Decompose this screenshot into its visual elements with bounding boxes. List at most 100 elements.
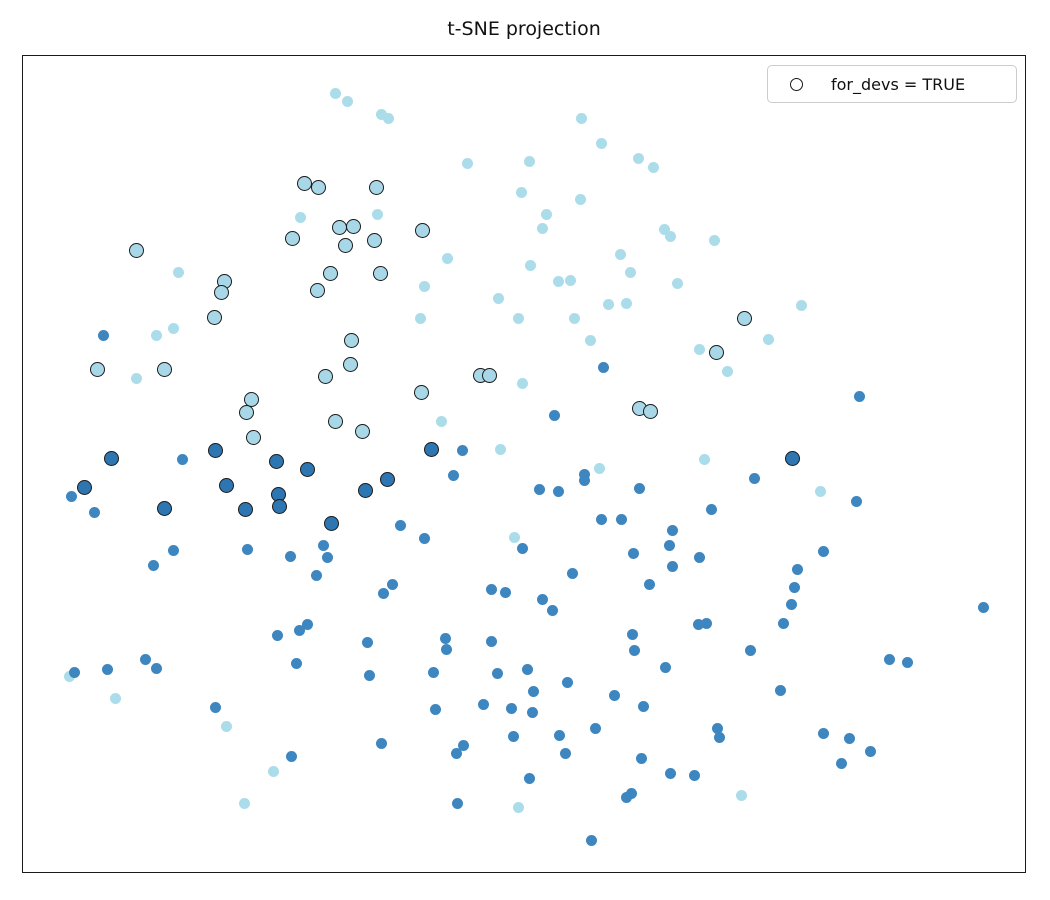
scatter-point-cluster-darkblue xyxy=(429,703,441,715)
scatter-point-for-devs-true-lightblue xyxy=(343,332,359,348)
scatter-point-cluster-lightblue xyxy=(441,252,453,264)
scatter-point-cluster-lightblue xyxy=(238,797,250,809)
scatter-point-cluster-lightblue xyxy=(63,670,75,682)
scatter-point-cluster-darkblue xyxy=(627,547,639,559)
scatter-point-cluster-darkblue xyxy=(637,700,649,712)
scatter-point-for-devs-true-darkblue xyxy=(207,442,223,458)
scatter-point-for-devs-true-lightblue xyxy=(413,384,429,400)
scatter-point-cluster-lightblue xyxy=(375,108,387,120)
scatter-point-cluster-darkblue xyxy=(561,676,573,688)
scatter-point-for-devs-true-darkblue xyxy=(379,471,395,487)
legend-label: for_devs = TRUE xyxy=(831,74,966,94)
scatter-point-cluster-darkblue xyxy=(835,757,847,769)
scatter-point-for-devs-true-darkblue xyxy=(784,450,800,466)
scatter-point-for-devs-true-lightblue xyxy=(322,265,338,281)
scatter-point-cluster-lightblue xyxy=(540,208,552,220)
scatter-point-cluster-darkblue xyxy=(507,730,519,742)
scatter-point-cluster-darkblue xyxy=(533,483,545,495)
scatter-point-cluster-darkblue xyxy=(485,635,497,647)
scatter-point-cluster-darkblue xyxy=(97,329,109,341)
scatter-point-for-devs-true-lightblue xyxy=(372,265,388,281)
scatter-point-cluster-darkblue xyxy=(447,469,459,481)
scatter-point-cluster-darkblue xyxy=(817,727,829,739)
scatter-point-for-devs-true-lightblue xyxy=(342,356,358,372)
scatter-point-cluster-darkblue xyxy=(209,701,221,713)
scatter-point-for-devs-true-lightblue xyxy=(337,237,353,253)
scatter-point-for-devs-true-lightblue xyxy=(213,284,229,300)
scatter-point-cluster-darkblue xyxy=(418,532,430,544)
scatter-point-for-devs-true-lightblue xyxy=(368,179,384,195)
scatter-point-cluster-darkblue xyxy=(843,732,855,744)
scatter-point-for-devs-true-lightblue xyxy=(156,361,172,377)
scatter-point-for-devs-true-darkblue xyxy=(76,479,92,495)
scatter-point-cluster-lightblue xyxy=(762,333,774,345)
scatter-point-cluster-lightblue xyxy=(698,453,710,465)
scatter-point-cluster-lightblue xyxy=(494,443,506,455)
scatter-point-cluster-darkblue xyxy=(150,662,162,674)
scatter-point-cluster-darkblue xyxy=(505,702,517,714)
scatter-point-for-devs-true-lightblue xyxy=(331,219,347,235)
scatter-point-cluster-lightblue xyxy=(620,297,632,309)
scatter-point-cluster-lightblue xyxy=(167,322,179,334)
scatter-point-cluster-darkblue xyxy=(791,563,803,575)
scatter-point-cluster-darkblue xyxy=(241,543,253,555)
scatter-point-cluster-darkblue xyxy=(310,569,322,581)
scatter-point-cluster-darkblue xyxy=(321,551,333,563)
scatter-point-cluster-darkblue xyxy=(713,731,725,743)
scatter-point-cluster-darkblue xyxy=(439,632,451,644)
scatter-point-cluster-darkblue xyxy=(700,617,712,629)
scatter-point-cluster-darkblue xyxy=(559,747,571,759)
scatter-point-cluster-darkblue xyxy=(139,653,151,665)
scatter-point-cluster-darkblue xyxy=(608,689,620,701)
scatter-point-for-devs-true-lightblue xyxy=(414,222,430,238)
scatter-point-cluster-darkblue xyxy=(578,474,590,486)
scatter-point-cluster-darkblue xyxy=(705,503,717,515)
scatter-point-cluster-darkblue xyxy=(167,544,179,556)
scatter-point-cluster-darkblue xyxy=(363,669,375,681)
scatter-point-for-devs-true-lightblue xyxy=(206,309,222,325)
scatter-point-cluster-lightblue xyxy=(584,334,596,346)
scatter-point-cluster-darkblue xyxy=(271,629,283,641)
scatter-point-for-devs-true-darkblue xyxy=(156,500,172,516)
scatter-point-cluster-darkblue xyxy=(664,767,676,779)
scatter-point-for-devs-true-darkblue xyxy=(357,482,373,498)
scatter-point-cluster-lightblue xyxy=(172,266,184,278)
scatter-point-cluster-darkblue xyxy=(788,581,800,593)
scatter-point-cluster-darkblue xyxy=(65,490,77,502)
scatter-point-cluster-lightblue xyxy=(294,211,306,223)
scatter-point-cluster-lightblue xyxy=(574,193,586,205)
scatter-point-cluster-darkblue xyxy=(499,586,511,598)
scatter-point-cluster-darkblue xyxy=(595,513,607,525)
scatter-point-cluster-darkblue xyxy=(663,539,675,551)
scatter-point-for-devs-true-darkblue xyxy=(323,515,339,531)
scatter-point-cluster-darkblue xyxy=(516,542,528,554)
scatter-point-cluster-lightblue xyxy=(341,95,353,107)
scatter-point-cluster-darkblue xyxy=(451,797,463,809)
scatter-point-for-devs-true-lightblue xyxy=(89,361,105,377)
scatter-point-cluster-lightblue xyxy=(512,801,524,813)
scatter-point-for-devs-true-darkblue xyxy=(268,453,284,469)
scatter-point-for-devs-true-lightblue xyxy=(481,367,497,383)
scatter-point-for-devs-true-lightblue xyxy=(345,218,361,234)
scatter-point-cluster-darkblue xyxy=(536,593,548,605)
scatter-point-cluster-darkblue xyxy=(147,559,159,571)
scatter-point-cluster-darkblue xyxy=(566,567,578,579)
scatter-point-cluster-lightblue xyxy=(435,415,447,427)
scatter-point-cluster-lightblue xyxy=(671,277,683,289)
scatter-point-cluster-darkblue xyxy=(977,601,989,613)
legend: for_devs = TRUE xyxy=(767,65,1017,103)
scatter-point-cluster-lightblue xyxy=(568,312,580,324)
scatter-point-for-devs-true-lightblue xyxy=(310,179,326,195)
scatter-point-cluster-lightblue xyxy=(516,377,528,389)
scatter-point-cluster-lightblue xyxy=(595,137,607,149)
scatter-point-cluster-darkblue xyxy=(456,444,468,456)
scatter-point-cluster-lightblue xyxy=(512,312,524,324)
scatter-point-cluster-darkblue xyxy=(626,628,638,640)
scatter-point-cluster-lightblue xyxy=(461,157,473,169)
scatter-point-for-devs-true-darkblue xyxy=(103,450,119,466)
scatter-point-cluster-lightblue xyxy=(150,329,162,341)
scatter-point-cluster-darkblue xyxy=(427,666,439,678)
scatter-point-cluster-lightblue xyxy=(721,365,733,377)
scatter-point-for-devs-true-lightblue xyxy=(309,282,325,298)
